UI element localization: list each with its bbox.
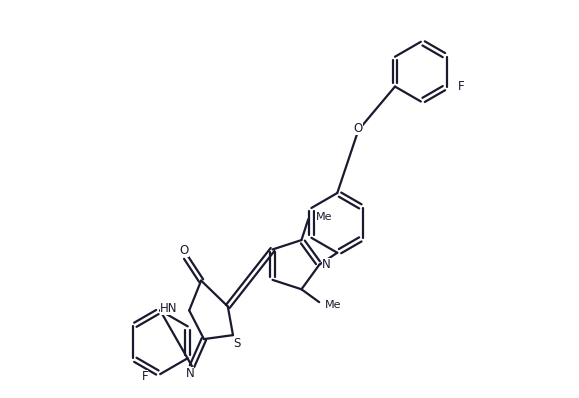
Text: HN: HN [160, 302, 177, 315]
Text: O: O [180, 244, 189, 257]
Text: N: N [186, 367, 195, 380]
Text: Me: Me [325, 300, 342, 310]
Text: F: F [458, 80, 464, 93]
Text: Me: Me [316, 212, 332, 222]
Text: N: N [322, 258, 331, 271]
Text: S: S [233, 337, 241, 349]
Text: F: F [142, 370, 148, 382]
Text: O: O [354, 122, 363, 135]
